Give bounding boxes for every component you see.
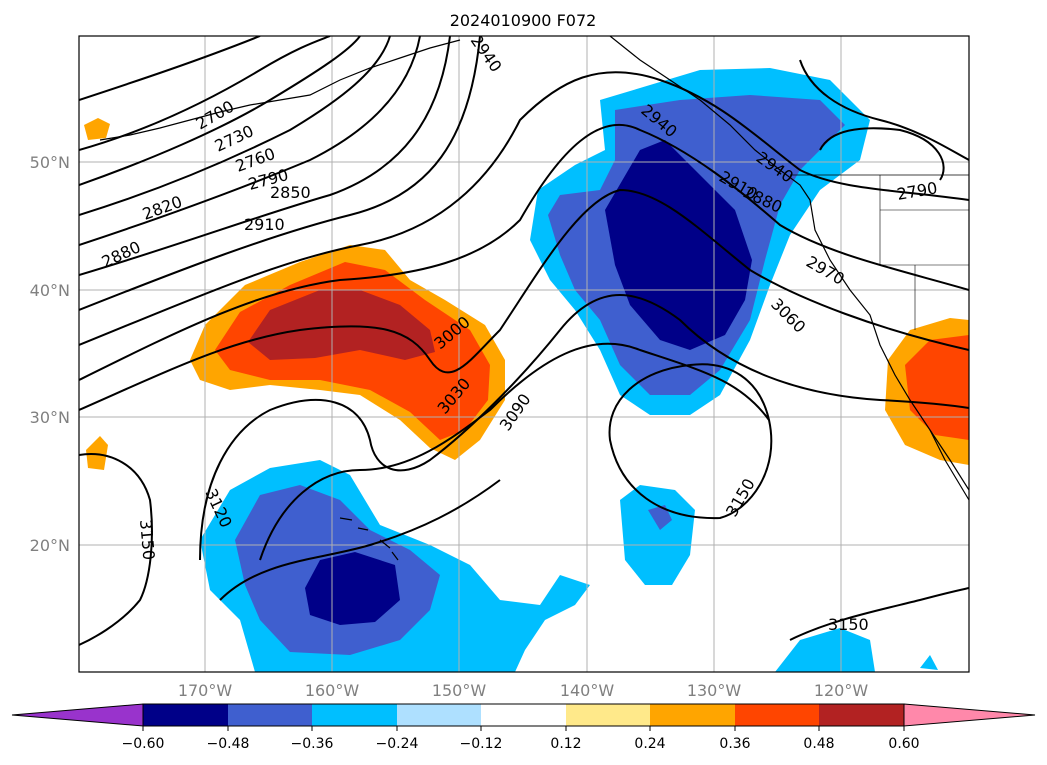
negative-anomaly-region [775,628,875,672]
lon-label: 130°W [687,681,742,700]
map-panel: 2700 2730 2760 2790 2820 2850 2880 2910 … [78,35,970,673]
colorbar-tick-label: 0.24 [634,736,665,752]
lon-label: 120°W [814,681,869,700]
contour-line [79,36,421,246]
colorbar-segment [397,704,481,726]
colorbar-tick-label: −0.36 [291,736,334,752]
colorbar-segment [312,704,397,726]
baja-california [929,429,969,501]
negative-anomaly-region [620,485,695,585]
contour-line [79,36,331,151]
aleutian-islands [99,39,461,141]
map-frame [78,35,970,673]
colorbar-tick-label: 0.60 [888,736,919,752]
contour-label: 3150 [828,615,869,634]
colorbar-tick-label: −0.24 [376,736,419,752]
hawaiian-islands [339,517,399,561]
lon-label: 160°W [305,681,360,700]
contour-line [819,127,945,181]
colorbar-tick-label: −0.60 [122,736,165,752]
colorbar-extend-high [903,703,1036,727]
colorbar-segment [650,704,735,726]
colorbar-outline [142,703,905,727]
colorbar-tick-label: 0.36 [719,736,750,752]
positive-anomaly-region [905,335,969,440]
lat-label: 50°N [30,153,70,172]
colorbar: −0.60 −0.48 −0.36 −0.24 −0.12 0.12 0.24 … [11,703,1036,752]
gridlines [79,36,969,672]
contour-line [79,71,969,346]
contour-label: 2910 [244,215,285,234]
figure-title: 2024010900 F072 [450,11,597,30]
colorbar-segment [228,704,312,726]
contour-line [259,342,773,561]
contour-line [219,479,501,601]
contour-line [79,453,153,646]
contour-line [199,294,969,561]
colorbar-segment [481,704,566,726]
contour-line [79,124,969,381]
contour-line [79,188,969,411]
lat-label: 40°N [30,281,70,300]
colorbar-tick-label: −0.48 [207,736,250,752]
lat-label: 30°N [30,408,70,427]
colorbar-extend-low [11,703,144,727]
colorbar-tick-label: 0.12 [550,736,581,752]
colorbar-segment [566,704,650,726]
contour-line [789,587,969,641]
contour-line [79,36,391,216]
colorbar-segment [143,704,228,726]
lat-label: 20°N [30,536,70,555]
north-america-coastline [609,36,969,491]
positive-anomaly-region [86,436,108,470]
colorbar-segment [735,704,819,726]
contour-line [79,36,481,311]
positive-anomaly-region [248,290,435,360]
lon-label: 140°W [560,681,615,700]
anomaly-fill-layer [84,68,969,672]
negative-anomaly-region [920,655,938,670]
height-contours [79,36,969,646]
negative-anomaly-region [305,552,400,625]
contour-line [79,36,261,101]
colorbar-segment [819,704,904,726]
colorbar-tick-label: 0.48 [803,736,834,752]
coastline-layer [99,36,969,561]
positive-anomaly-region [84,118,110,140]
contour-label: 2850 [270,183,311,202]
negative-anomaly-region [648,505,672,530]
contour-label: 3150 [136,519,158,561]
longitude-labels: 170°W 160°W 150°W 140°W 130°W 120°W [178,681,869,700]
lon-label: 150°W [432,681,487,700]
colorbar-tick-label: −0.12 [460,736,503,752]
contour-line [79,36,361,186]
contour-line [799,59,969,161]
lon-label: 170°W [178,681,233,700]
contour-line [79,36,451,276]
latitude-labels: 50°N 40°N 30°N 20°N [30,153,70,555]
negative-anomaly-region [605,140,752,350]
